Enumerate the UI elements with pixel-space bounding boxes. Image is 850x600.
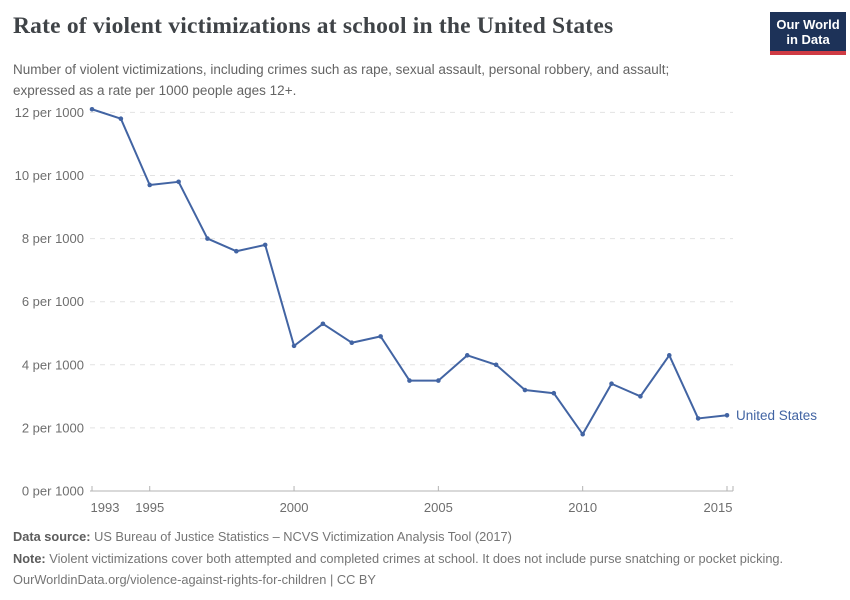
x-axis-tick-label: 2005 xyxy=(424,500,453,515)
owid-logo[interactable]: Our World in Data xyxy=(770,12,846,55)
data-point-marker[interactable] xyxy=(609,381,614,387)
data-point-marker[interactable] xyxy=(262,242,268,248)
owid-logo-line1: Our World xyxy=(776,17,840,32)
x-axis-tick-label: 2015 xyxy=(704,500,733,515)
data-point-marker[interactable] xyxy=(291,343,297,349)
x-axis-tick-label: 2000 xyxy=(280,500,309,515)
data-point-marker[interactable] xyxy=(349,340,355,346)
data-point-marker[interactable] xyxy=(724,412,730,418)
data-point-marker[interactable] xyxy=(147,182,153,188)
citation-url-line[interactable]: OurWorldinData.org/violence-against-righ… xyxy=(13,572,376,587)
y-axis-tick-label: 10 per 1000 xyxy=(15,168,84,183)
data-point-marker[interactable] xyxy=(580,431,585,437)
data-point-marker[interactable] xyxy=(522,387,528,393)
series-line[interactable] xyxy=(91,108,728,436)
data-source-text: US Bureau of Justice Statistics – NCVS V… xyxy=(90,529,512,544)
note-text: Violent victimizations cover both attemp… xyxy=(45,550,784,566)
y-axis-tick-label: 0 per 1000 xyxy=(22,484,84,499)
data-source-label: Data source: xyxy=(13,529,91,544)
data-point-marker[interactable] xyxy=(118,116,124,122)
data-point-marker[interactable] xyxy=(320,321,326,327)
data-point-marker[interactable] xyxy=(666,353,672,358)
data-source-line: Data source: US Bureau of Justice Statis… xyxy=(13,526,823,548)
chart-subtitle-line2: expressed as a rate per 1000 people ages… xyxy=(13,83,297,98)
data-point-marker[interactable] xyxy=(638,394,643,399)
series-end-label: United States xyxy=(736,408,817,423)
y-axis-tick-label: 2 per 1000 xyxy=(22,420,84,435)
data-point-marker[interactable] xyxy=(176,179,181,185)
x-axis-tick-label: 2010 xyxy=(568,500,597,515)
data-point-marker[interactable] xyxy=(234,248,239,254)
chart-subtitle-line1: Number of violent victimizations, includ… xyxy=(13,62,670,77)
data-point-marker[interactable] xyxy=(378,334,383,339)
owid-logo-line2: in Data xyxy=(786,32,830,47)
x-axis-tick-label: 1995 xyxy=(135,500,164,515)
data-point-marker[interactable] xyxy=(436,378,441,383)
y-axis-tick-label: 12 per 1000 xyxy=(15,105,84,120)
data-point-marker[interactable] xyxy=(551,390,557,396)
data-point-marker[interactable] xyxy=(464,353,470,358)
note-label: Note: xyxy=(13,550,46,566)
data-point-marker[interactable] xyxy=(205,236,210,241)
chart-footer: Data source: US Bureau of Justice Statis… xyxy=(13,526,823,591)
y-axis-tick-label: 6 per 1000 xyxy=(22,294,84,309)
data-point-marker[interactable] xyxy=(407,378,412,383)
chart-subtitle: Number of violent victimizations, includ… xyxy=(13,59,773,101)
data-point-marker[interactable] xyxy=(695,416,701,421)
x-axis-tick-label: 1993 xyxy=(91,500,120,515)
y-axis-tick-label: 4 per 1000 xyxy=(22,357,84,372)
data-point-marker[interactable] xyxy=(89,106,95,112)
chart-title: Rate of violent victimizations at school… xyxy=(13,13,614,39)
y-axis-tick-label: 8 per 1000 xyxy=(22,231,84,246)
data-point-marker[interactable] xyxy=(493,362,499,368)
note-line: Note: Violent victimizations cover both … xyxy=(13,548,823,570)
